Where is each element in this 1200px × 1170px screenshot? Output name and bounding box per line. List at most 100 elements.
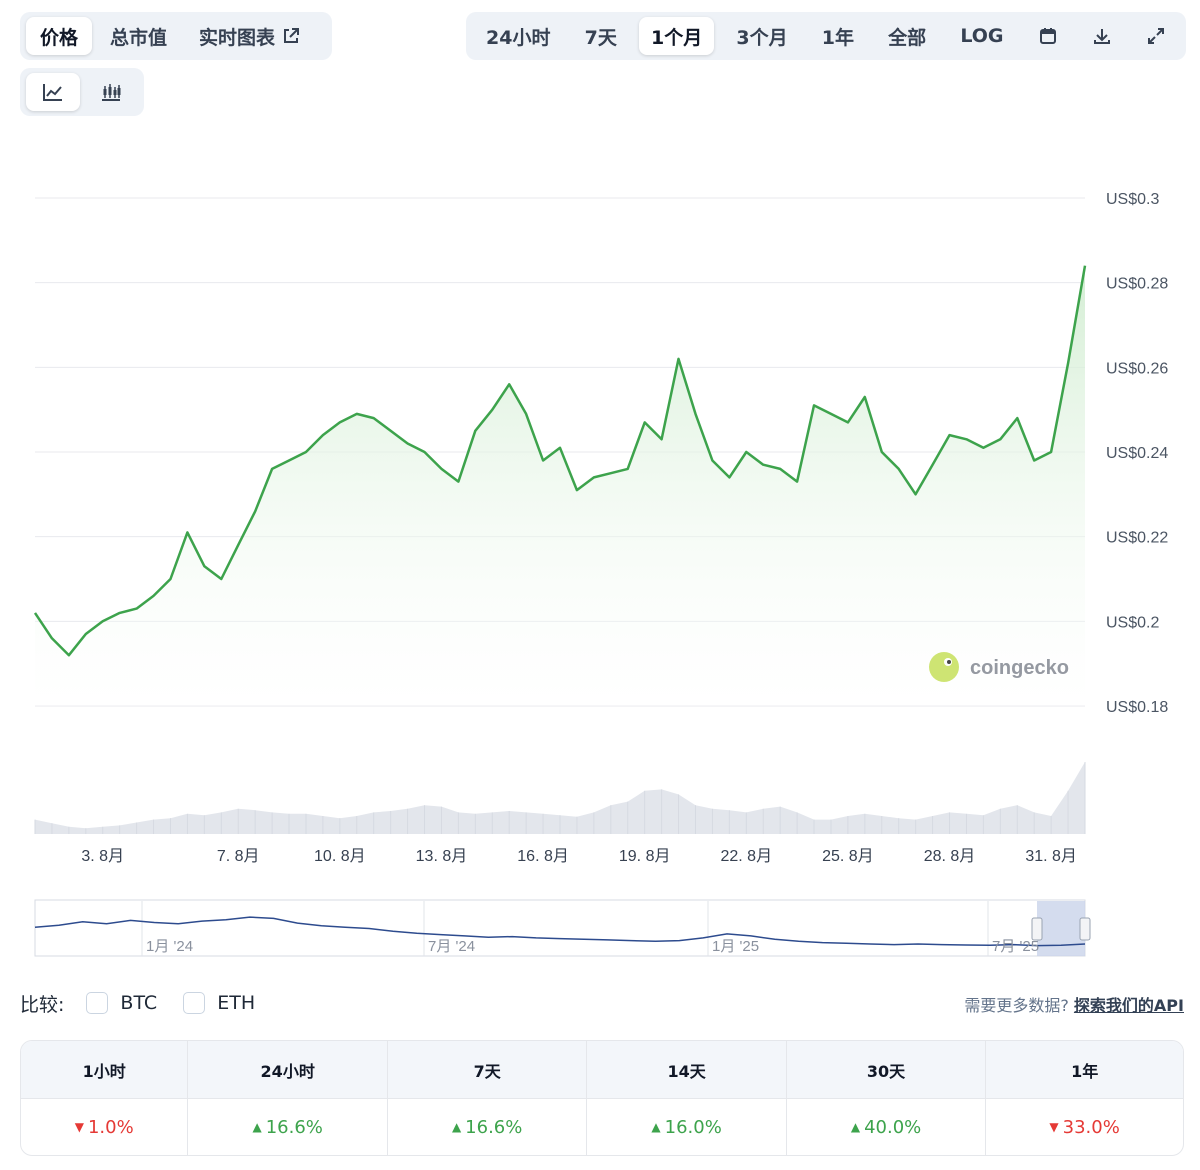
range-1m-label: 1个月 bbox=[651, 26, 703, 49]
price-chart[interactable]: US$0.3 US$0.28 US$0.26 US$0.24 US$0.22 US$0.2… bbox=[0, 150, 1200, 965]
x-tick-label: 25. 8月 bbox=[822, 848, 874, 865]
range-7d[interactable]: 7天 bbox=[573, 17, 629, 55]
api-prompt: 需要更多数据? bbox=[964, 996, 1069, 1015]
navigator-label: 1月 '24 bbox=[146, 938, 193, 955]
caret-icon: ▲ bbox=[252, 1119, 262, 1134]
fullscreen-button[interactable] bbox=[1134, 17, 1178, 55]
range-log[interactable]: LOG bbox=[948, 17, 1015, 55]
price-points bbox=[34, 265, 1086, 656]
x-tick-label: 10. 8月 bbox=[314, 848, 366, 865]
range-24h-label: 24小时 bbox=[486, 26, 551, 49]
volume-bars bbox=[34, 762, 1086, 834]
tab-live-chart[interactable]: 实时图表 bbox=[185, 17, 315, 55]
change-cell: ▲ 16.6% bbox=[388, 1099, 588, 1155]
tab-live-chart-label: 实时图表 bbox=[199, 26, 276, 49]
period-24h: 24小时 bbox=[188, 1041, 388, 1099]
change-cell: ▲ 40.0% bbox=[787, 1099, 987, 1155]
line-chart-button[interactable] bbox=[26, 73, 80, 111]
navigator-label: 7月 '24 bbox=[428, 938, 475, 955]
range-7d-label: 7天 bbox=[584, 26, 617, 49]
compare-label: 比较: bbox=[20, 993, 65, 1016]
navigator-label: 1月 '25 bbox=[712, 938, 759, 955]
change-value: 16.6% bbox=[265, 1116, 323, 1138]
caret-icon: ▲ bbox=[651, 1119, 661, 1134]
caret-icon: ▼ bbox=[74, 1119, 84, 1134]
x-tick-label: 3. 8月 bbox=[81, 848, 124, 865]
volume-area bbox=[35, 762, 1085, 834]
range-24h[interactable]: 24小时 bbox=[474, 17, 562, 55]
download-button[interactable] bbox=[1080, 17, 1124, 55]
x-tick-label: 28. 8月 bbox=[924, 848, 976, 865]
x-tick-label: 22. 8月 bbox=[720, 848, 772, 865]
performance-value-row: ▼ 1.0% ▲ 16.6% ▲ 16.6% ▲ 16.0% ▲ 40.0% ▼ 33.0% bbox=[21, 1099, 1183, 1155]
change-value: 16.6% bbox=[465, 1116, 523, 1138]
caret-icon: ▲ bbox=[850, 1119, 861, 1134]
change-cell: ▲ 16.0% bbox=[587, 1099, 787, 1155]
range-all-label: 全部 bbox=[888, 26, 927, 49]
calendar-icon bbox=[1039, 28, 1056, 44]
range-log-label: LOG bbox=[960, 25, 1004, 47]
price-area bbox=[35, 265, 1085, 706]
tab-market-cap-label: 总市值 bbox=[110, 26, 168, 49]
range-1m[interactable]: 1个月 bbox=[639, 17, 715, 55]
navigator-line bbox=[34, 916, 1086, 947]
tab-market-cap[interactable]: 总市值 bbox=[96, 17, 181, 55]
y-tick-label: US$0.18 bbox=[1106, 699, 1168, 716]
y-tick-label: US$0.28 bbox=[1106, 276, 1168, 293]
compare-eth-label: ETH bbox=[217, 992, 256, 1014]
x-tick-label: 31. 8月 bbox=[1025, 848, 1077, 865]
x-tick-label: 7. 8月 bbox=[217, 848, 260, 865]
price-line bbox=[33, 265, 1087, 657]
compare-bar: 比较: BTC ETH bbox=[20, 988, 281, 1018]
change-value: 40.0% bbox=[864, 1116, 922, 1138]
api-link[interactable]: 探索我们的API bbox=[1073, 996, 1184, 1015]
caret-icon: ▼ bbox=[1049, 1119, 1059, 1134]
caret-icon: ▲ bbox=[451, 1119, 462, 1134]
period-30d: 30天 bbox=[786, 1041, 987, 1099]
period-1h: 1小时 bbox=[21, 1041, 189, 1099]
candlestick-button[interactable] bbox=[84, 73, 138, 111]
line-chart-icon bbox=[43, 84, 62, 101]
change-cell: ▼ 1.0% bbox=[21, 1099, 189, 1155]
change-value: 1.0% bbox=[87, 1116, 134, 1138]
change-cell: ▲ 16.6% bbox=[188, 1099, 388, 1155]
expand-icon bbox=[1148, 28, 1164, 44]
external-link-icon bbox=[284, 28, 300, 43]
tab-price[interactable]: 价格 bbox=[26, 17, 93, 55]
calendar-button[interactable] bbox=[1026, 17, 1070, 55]
watermark-text: coingecko bbox=[970, 657, 1069, 679]
download-icon bbox=[1093, 29, 1110, 44]
navigator-handle-left[interactable] bbox=[1031, 917, 1043, 941]
navigator-handle-right[interactable] bbox=[1079, 917, 1091, 941]
performance-table: 1小时 24小时 7天 14天 30天 1年 ▼ 1.0% ▲ 16.6% ▲ 16.… bbox=[20, 1040, 1184, 1156]
change-cell: ▼ 33.0% bbox=[986, 1099, 1183, 1155]
y-tick-label: US$0.24 bbox=[1106, 445, 1168, 462]
chart-tabs: 价格 总市值 实时图表 bbox=[20, 12, 332, 60]
x-axis: 3. 8月 7. 8月 10. 8月 13. 8月 16. 8月 19. 8月 22. 8月… bbox=[81, 848, 1077, 865]
range-1y[interactable]: 1年 bbox=[810, 17, 866, 55]
compare-eth-checkbox[interactable] bbox=[183, 992, 206, 1014]
range-all[interactable]: 全部 bbox=[876, 17, 938, 55]
change-value: 33.0% bbox=[1062, 1116, 1120, 1138]
performance-header-row: 1小时 24小时 7天 14天 30天 1年 bbox=[21, 1041, 1183, 1099]
coingecko-watermark: coingecko bbox=[929, 652, 1069, 682]
x-tick-label: 13. 8月 bbox=[416, 848, 468, 865]
y-axis: US$0.3 US$0.28 US$0.26 US$0.24 US$0.22 US$0.2… bbox=[1106, 191, 1168, 716]
candlestick-icon bbox=[102, 84, 121, 101]
y-tick-label: US$0.2 bbox=[1106, 614, 1159, 631]
range-1y-label: 1年 bbox=[821, 26, 855, 49]
tab-price-label: 价格 bbox=[40, 26, 79, 49]
period-1y: 1年 bbox=[986, 1041, 1183, 1099]
period-14d: 14天 bbox=[587, 1041, 787, 1099]
y-tick-label: US$0.22 bbox=[1106, 530, 1168, 547]
x-tick-label: 19. 8月 bbox=[619, 848, 671, 865]
y-tick-label: US$0.3 bbox=[1106, 191, 1159, 208]
compare-btc-checkbox[interactable] bbox=[86, 992, 109, 1014]
gecko-logo-icon bbox=[929, 652, 959, 682]
navigator-window[interactable] bbox=[1037, 901, 1085, 956]
compare-btc-label: BTC bbox=[120, 992, 158, 1014]
x-tick-label: 16. 8月 bbox=[517, 848, 569, 865]
range-3m[interactable]: 3个月 bbox=[724, 17, 799, 55]
time-range-selector: 24小时 7天 1个月 3个月 1年 全部 LOG bbox=[466, 12, 1186, 60]
range-navigator[interactable]: 1月 '24 7月 '24 1月 '25 7月 '25 bbox=[34, 899, 1091, 957]
